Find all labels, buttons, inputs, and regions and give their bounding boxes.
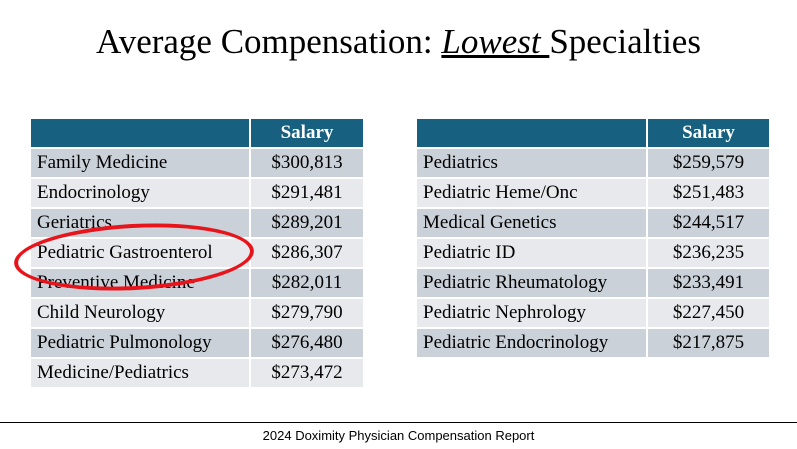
- table-row: Medical Genetics $244,517: [415, 207, 771, 239]
- header-salary: Salary: [249, 117, 365, 149]
- specialty-cell: Family Medicine: [29, 147, 251, 179]
- table-row: Pediatric Heme/Onc $251,483: [415, 177, 771, 209]
- table-row: Pediatric Gastroenterol $286,307: [29, 237, 365, 269]
- salary-cell: $291,481: [249, 177, 365, 209]
- right-salary-table: Salary Pediatrics $259,579 Pediatric Heme/O…: [415, 117, 771, 359]
- salary-cell: $286,307: [249, 237, 365, 269]
- table-row: Pediatrics $259,579: [415, 147, 771, 179]
- table-row: Medicine/Pediatrics $273,472: [29, 357, 365, 389]
- specialty-cell: Pediatric Heme/Onc: [415, 177, 648, 209]
- specialty-cell: Endocrinology: [29, 177, 251, 209]
- salary-cell: $276,480: [249, 327, 365, 359]
- specialty-cell: Pediatric ID: [415, 237, 648, 269]
- header-specialty: [415, 117, 648, 149]
- salary-cell: $217,875: [646, 327, 771, 359]
- header-salary: Salary: [646, 117, 771, 149]
- table-row: Pediatric Pulmonology $276,480: [29, 327, 365, 359]
- specialty-cell: Pediatric Gastroenterol: [29, 237, 251, 269]
- title-emphasis: Lowest: [441, 22, 550, 61]
- salary-cell: $273,472: [249, 357, 365, 389]
- title-suffix: Specialties: [549, 22, 701, 61]
- table-row: Pediatric Rheumatology $233,491: [415, 267, 771, 299]
- left-salary-table: Salary Family Medicine $300,813 Endocrinolo…: [29, 117, 365, 389]
- table-row: Pediatric ID $236,235: [415, 237, 771, 269]
- salary-cell: $282,011: [249, 267, 365, 299]
- specialty-cell: Medical Genetics: [415, 207, 648, 239]
- table-row: Pediatric Nephrology $227,450: [415, 297, 771, 329]
- salary-cell: $236,235: [646, 237, 771, 269]
- specialty-cell: Medicine/Pediatrics: [29, 357, 251, 389]
- specialty-cell: Pediatric Rheumatology: [415, 267, 648, 299]
- title-prefix: Average Compensation:: [96, 22, 442, 61]
- slide-title: Average Compensation: Lowest Specialties: [0, 22, 797, 62]
- header-specialty: [29, 117, 251, 149]
- salary-cell: $233,491: [646, 267, 771, 299]
- table-row: Preventive Medicine $282,011: [29, 267, 365, 299]
- table-row: Pediatric Endocrinology $217,875: [415, 327, 771, 359]
- footer-source: 2024 Doximity Physician Compensation Rep…: [262, 428, 535, 443]
- table-row: Child Neurology $279,790: [29, 297, 365, 329]
- specialty-cell: Pediatric Endocrinology: [415, 327, 648, 359]
- salary-cell: $244,517: [646, 207, 771, 239]
- specialty-cell: Pediatrics: [415, 147, 648, 179]
- specialty-cell: Child Neurology: [29, 297, 251, 329]
- footer-divider: [0, 422, 797, 423]
- table-row: Endocrinology $291,481: [29, 177, 365, 209]
- table-row: Geriatrics $289,201: [29, 207, 365, 239]
- specialty-cell: Pediatric Nephrology: [415, 297, 648, 329]
- salary-cell: $259,579: [646, 147, 771, 179]
- salary-cell: $300,813: [249, 147, 365, 179]
- salary-cell: $279,790: [249, 297, 365, 329]
- salary-cell: $289,201: [249, 207, 365, 239]
- table-row: Family Medicine $300,813: [29, 147, 365, 179]
- specialty-cell: Pediatric Pulmonology: [29, 327, 251, 359]
- salary-cell: $251,483: [646, 177, 771, 209]
- specialty-cell: Preventive Medicine: [29, 267, 251, 299]
- specialty-cell: Geriatrics: [29, 207, 251, 239]
- salary-cell: $227,450: [646, 297, 771, 329]
